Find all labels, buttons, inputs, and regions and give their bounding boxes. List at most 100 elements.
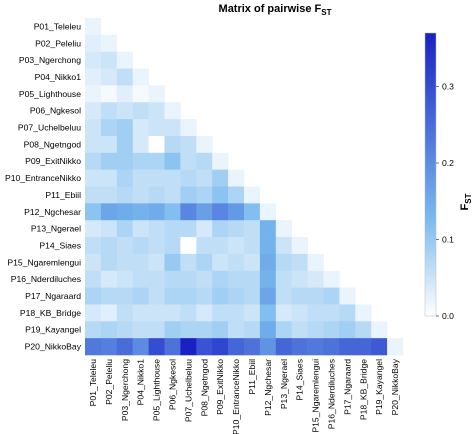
row-label: P04_Nikko1 bbox=[35, 72, 82, 82]
column-label: P17_Ngaraard bbox=[342, 359, 352, 415]
heatmap-cell bbox=[100, 338, 118, 356]
heatmap-cell bbox=[228, 237, 245, 255]
heatmap-cell bbox=[212, 338, 229, 356]
heatmap-cell bbox=[212, 169, 229, 187]
heatmap-cell bbox=[323, 304, 340, 322]
heatmap-cell bbox=[85, 237, 102, 255]
heatmap-cell bbox=[323, 338, 340, 356]
heatmap-cell bbox=[339, 321, 356, 339]
heatmap-cell bbox=[196, 152, 213, 170]
heatmap-cell bbox=[212, 220, 229, 238]
heatmap-cell bbox=[100, 237, 118, 255]
heatmap-cell bbox=[132, 135, 149, 154]
legend-title: FST bbox=[459, 193, 473, 210]
heatmap-cell bbox=[85, 102, 102, 120]
heatmap-cell bbox=[291, 304, 308, 322]
heatmap-cell bbox=[339, 338, 356, 356]
heatmap-cell bbox=[259, 237, 277, 255]
heatmap-cell bbox=[132, 119, 149, 137]
heatmap-cell bbox=[148, 102, 165, 120]
chart-title-main: Matrix of pairwise F bbox=[219, 3, 322, 15]
heatmap-cell bbox=[100, 287, 118, 305]
column-label: P07_Uchelbeluu bbox=[183, 359, 193, 422]
heatmap-cell bbox=[244, 237, 261, 255]
heatmap-cell bbox=[228, 321, 245, 339]
heatmap-cell bbox=[116, 220, 133, 238]
heatmap-cell bbox=[116, 68, 133, 86]
row-label: P11_Ebiil bbox=[45, 190, 81, 200]
row-label: P02_Peleliu bbox=[35, 38, 81, 48]
heatmap-cell bbox=[132, 102, 149, 120]
heatmap-cell bbox=[180, 186, 197, 204]
heatmap-cell bbox=[116, 169, 133, 187]
column-label: P01_Teleleu bbox=[88, 359, 98, 407]
heatmap-cell bbox=[180, 220, 197, 238]
row-label: P03_Ngerchong bbox=[19, 55, 81, 65]
heatmap-cell bbox=[132, 169, 149, 187]
heatmap-cell bbox=[228, 270, 245, 288]
heatmap-cell bbox=[180, 270, 197, 288]
heatmap-cell bbox=[164, 186, 181, 204]
heatmap-cell bbox=[212, 152, 229, 170]
heatmap-cell bbox=[85, 270, 102, 288]
heatmap-cell bbox=[212, 237, 229, 255]
heatmap-cell bbox=[132, 287, 149, 305]
heatmap-cell bbox=[212, 253, 229, 272]
heatmap-cell bbox=[307, 338, 324, 356]
legend-ticks: 0.0 0.1 0.2 0.3 bbox=[436, 82, 454, 321]
row-label: P01_Teleleu bbox=[34, 21, 82, 31]
column-label: P04_Nikko1 bbox=[136, 359, 146, 406]
heatmap-cell bbox=[164, 102, 181, 120]
heatmap-cell bbox=[100, 102, 118, 120]
heatmap-cell bbox=[196, 135, 213, 154]
heatmap-cell bbox=[180, 321, 197, 339]
heatmap-cell bbox=[85, 287, 102, 305]
column-label: P20_NikkoBay bbox=[390, 358, 400, 415]
heatmap-cell bbox=[228, 287, 245, 305]
heatmap-cell bbox=[180, 287, 197, 305]
legend-tick-label: 0.0 bbox=[442, 311, 454, 321]
heatmap-cell bbox=[132, 186, 149, 204]
heatmap-cell bbox=[212, 287, 229, 305]
heatmap-cell bbox=[100, 68, 118, 86]
legend-tick-label: 0.3 bbox=[442, 82, 454, 92]
heatmap-cell bbox=[275, 338, 292, 356]
heatmap-cell bbox=[180, 203, 197, 221]
row-label: P09_ExitNikko bbox=[25, 156, 81, 166]
heatmap-cell bbox=[196, 169, 213, 187]
column-label: P13_Ngerael bbox=[279, 359, 289, 409]
heatmap-cell bbox=[148, 169, 165, 187]
heatmap-cell bbox=[100, 220, 118, 238]
heatmap-cell bbox=[85, 51, 102, 69]
heatmap-cell bbox=[148, 338, 165, 356]
heatmap-cell bbox=[275, 253, 292, 272]
heatmap-cell bbox=[148, 304, 165, 322]
heatmap-cell bbox=[180, 304, 197, 322]
column-label: P02_Peleliu bbox=[104, 359, 114, 405]
heatmap-cell bbox=[132, 85, 149, 103]
heatmap-cell bbox=[180, 152, 197, 170]
heatmap-cell bbox=[387, 338, 404, 356]
column-label: P12_Ngchesar bbox=[263, 359, 273, 416]
heatmap-cell bbox=[100, 85, 118, 103]
heatmap-cell bbox=[164, 270, 181, 288]
heatmap-cell bbox=[116, 237, 133, 255]
heatmap-cell bbox=[148, 119, 165, 137]
heatmap-cell bbox=[116, 152, 133, 170]
heatmap-cell bbox=[148, 253, 165, 272]
heatmap-cell bbox=[275, 304, 292, 322]
heatmap-cell bbox=[196, 321, 213, 339]
heatmap-cell bbox=[85, 85, 102, 103]
heatmap-cell bbox=[85, 338, 102, 356]
heatmap-cell bbox=[85, 135, 102, 154]
heatmap-cell bbox=[228, 338, 245, 356]
heatmap-cell bbox=[85, 203, 102, 221]
heatmap-cell bbox=[244, 186, 261, 204]
heatmap-cell bbox=[148, 203, 165, 221]
heatmap-cell bbox=[116, 135, 133, 154]
heatmap-cell bbox=[148, 186, 165, 204]
heatmap-cell bbox=[116, 203, 133, 221]
heatmap-cell bbox=[116, 304, 133, 322]
heatmap-cell bbox=[355, 321, 372, 339]
heatmap-cell bbox=[100, 34, 118, 52]
